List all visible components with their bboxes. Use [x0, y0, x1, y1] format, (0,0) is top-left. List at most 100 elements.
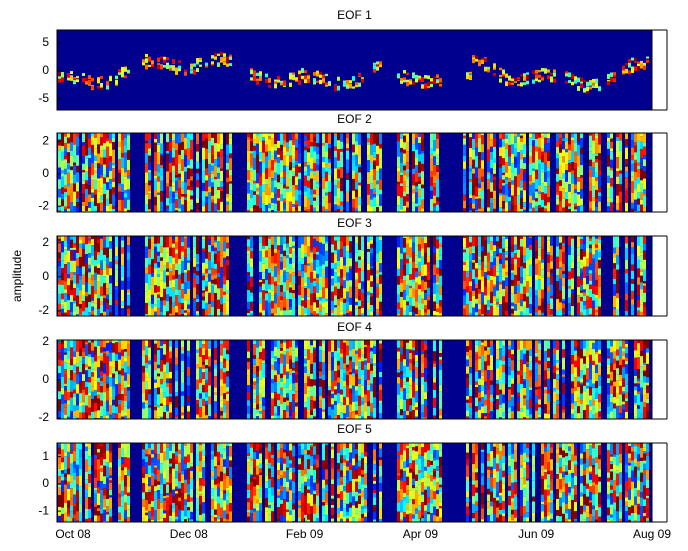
heatmap-cell: [259, 292, 262, 299]
heatmap-cell: [346, 180, 349, 192]
heatmap-cell: [253, 144, 256, 146]
heatmap-cell: [202, 348, 205, 355]
heatmap-cell: [367, 402, 370, 406]
heatmap-cell: [187, 340, 190, 351]
y-tick-label: 2: [42, 133, 49, 147]
heatmap-cell: [268, 168, 271, 177]
heatmap-cell: [295, 391, 298, 397]
heatmap-cell: [265, 251, 268, 258]
heatmap-cell: [271, 379, 274, 383]
heatmap-cell: [286, 247, 289, 252]
heatmap-cell: [613, 279, 616, 284]
heatmap-cell: [70, 240, 73, 248]
heatmap-cell: [310, 171, 313, 178]
heatmap-cell: [226, 294, 229, 301]
heatmap-cell: [226, 340, 229, 350]
heatmap-cell: [97, 275, 100, 278]
heatmap-cell: [76, 207, 79, 212]
heatmap-cell: [415, 301, 418, 308]
heatmap-cell: [88, 408, 91, 416]
heatmap-cell: [316, 154, 319, 159]
heatmap-cell: [502, 71, 505, 74]
heatmap-cell: [352, 133, 355, 145]
heatmap-cell: [640, 270, 643, 272]
heatmap-cell: [322, 256, 325, 265]
heatmap-cell: [520, 153, 523, 159]
heatmap-cell: [613, 78, 616, 82]
heatmap-cell: [625, 300, 628, 311]
heatmap-cell: [58, 360, 61, 366]
heatmap-cell: [70, 411, 73, 419]
heatmap-cell: [70, 380, 73, 392]
heatmap-cell: [211, 200, 214, 203]
heatmap-cell: [97, 346, 100, 356]
heatmap-cell: [553, 72, 556, 76]
heatmap-cell: [310, 400, 313, 410]
heatmap-cell: [265, 246, 268, 251]
heatmap-cell: [253, 344, 256, 355]
heatmap-cell: [370, 364, 373, 371]
heatmap-cell: [517, 309, 520, 316]
heatmap-cell: [634, 181, 637, 183]
heatmap-cell: [403, 311, 406, 316]
heatmap-cell: [472, 139, 475, 150]
heatmap-cell: [349, 340, 352, 350]
heatmap-cell: [418, 162, 421, 168]
heatmap-cell: [88, 396, 91, 408]
heatmap-cell: [541, 302, 544, 312]
heatmap-cell: [475, 299, 478, 304]
heatmap-cell: [277, 236, 280, 245]
heatmap-cell: [67, 285, 70, 295]
heatmap-cell: [100, 158, 103, 165]
heatmap-cell: [70, 166, 73, 170]
heatmap-cell: [406, 275, 409, 285]
heatmap-cell: [157, 66, 160, 70]
heatmap-cell: [265, 236, 268, 241]
heatmap-cell: [343, 266, 346, 278]
heatmap-cell: [223, 372, 226, 383]
heatmap-cell: [493, 163, 496, 169]
heatmap-cell: [547, 255, 550, 263]
heatmap-cell: [169, 163, 172, 173]
heatmap-cell: [271, 203, 274, 205]
heatmap-cell: [613, 284, 616, 291]
heatmap-cell: [226, 410, 229, 419]
heatmap-cell: [91, 180, 94, 189]
heatmap-cell: [187, 386, 190, 397]
heatmap-cell: [571, 133, 574, 138]
heatmap-cell: [298, 264, 301, 270]
heatmap-cell: [214, 368, 217, 376]
heatmap-cell: [160, 165, 163, 168]
heatmap-cell: [526, 293, 529, 297]
heatmap-cell: [100, 305, 103, 310]
heatmap-cell: [562, 188, 565, 199]
heatmap-cell: [334, 269, 337, 272]
heatmap-cell: [400, 340, 403, 348]
heatmap-cell: [433, 140, 436, 151]
heatmap-cell: [262, 204, 265, 212]
heatmap-cell: [571, 278, 574, 289]
heatmap-cell: [274, 194, 277, 203]
heatmap-cell: [277, 271, 280, 274]
heatmap-cell: [550, 285, 553, 296]
heatmap-cell: [505, 144, 508, 149]
heatmap-cell: [487, 161, 490, 172]
heatmap-cell: [304, 304, 307, 308]
heatmap-cell: [280, 160, 283, 171]
heatmap-cell: [85, 180, 88, 183]
heatmap-cell: [484, 240, 487, 250]
heatmap-cell: [226, 301, 229, 312]
heatmap-cell: [169, 139, 172, 143]
heatmap-cell: [310, 364, 313, 374]
heatmap-cell: [535, 192, 538, 199]
heatmap-cell: [169, 383, 172, 394]
heatmap-cell: [190, 67, 193, 69]
heatmap-cell: [253, 170, 256, 181]
heatmap-cell: [214, 152, 217, 160]
heatmap-cell: [115, 236, 118, 247]
heatmap-cell: [589, 151, 592, 159]
heatmap-cell: [292, 204, 295, 207]
heatmap-cell: [214, 236, 217, 240]
heatmap-cell: [631, 140, 634, 148]
heatmap-cell: [142, 373, 145, 382]
